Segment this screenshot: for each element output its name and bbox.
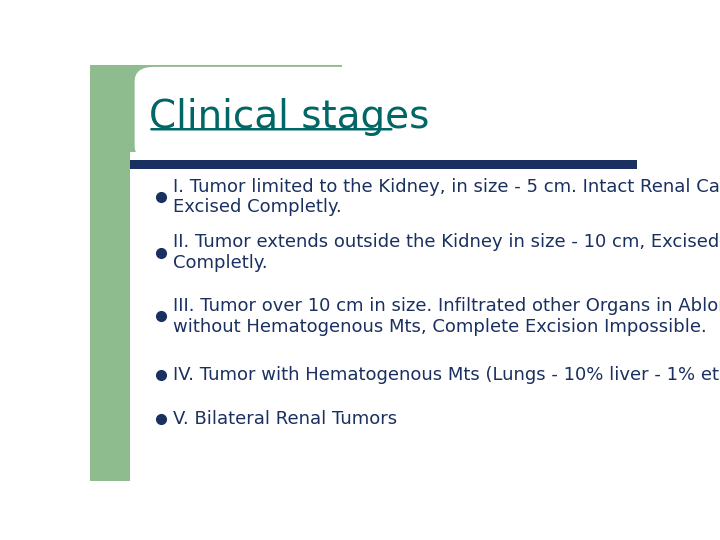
Bar bbox=[90, 65, 130, 481]
Bar bbox=[130, 65, 342, 152]
FancyBboxPatch shape bbox=[135, 67, 642, 160]
Text: I. Tumor limited to the Kidney, in size - 5 cm. Intact Renal Capsule,: I. Tumor limited to the Kidney, in size … bbox=[173, 178, 720, 195]
Text: II. Tumor extends outside the Kidney in size - 10 cm, Excised: II. Tumor extends outside the Kidney in … bbox=[173, 233, 719, 251]
Text: Completly.: Completly. bbox=[173, 254, 267, 272]
Text: Excised Completly.: Excised Completly. bbox=[173, 198, 341, 217]
Text: III. Tumor over 10 cm in size. Infiltrated other Organs in Ablomen,: III. Tumor over 10 cm in size. Infiltrat… bbox=[173, 297, 720, 315]
Bar bbox=[130, 160, 637, 168]
Text: without Hematogenous Mts, Complete Excision Impossible.: without Hematogenous Mts, Complete Excis… bbox=[173, 318, 706, 336]
Text: V. Bilateral Renal Tumors: V. Bilateral Renal Tumors bbox=[173, 410, 397, 428]
Text: Clinical stages: Clinical stages bbox=[148, 98, 429, 136]
Text: IV. Tumor with Hematogenous Mts (Lungs - 10% liver - 1% ets.): IV. Tumor with Hematogenous Mts (Lungs -… bbox=[173, 366, 720, 383]
